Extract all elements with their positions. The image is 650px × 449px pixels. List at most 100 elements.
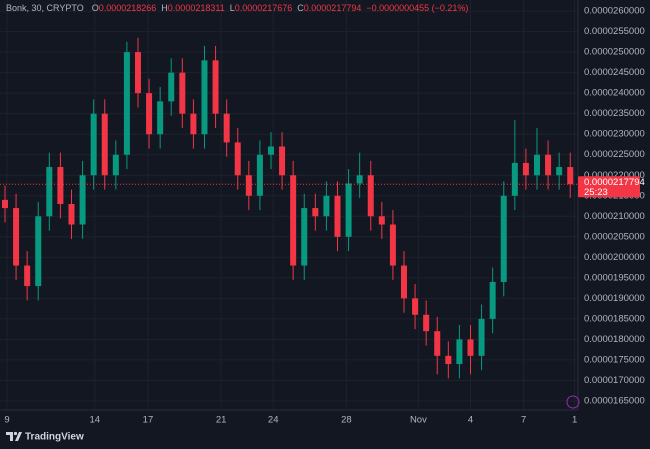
candle-body — [212, 60, 219, 114]
x-tick-label: 17 — [143, 415, 154, 426]
x-tick-label: 21 — [216, 415, 227, 426]
x-tick-label: 9 — [4, 415, 9, 426]
candle-body — [567, 167, 574, 185]
candle-body — [545, 154, 552, 176]
candle-body — [533, 154, 540, 176]
y-tick-label: 0.0000245000 — [584, 67, 645, 78]
last-price-label: 0.0000217794 — [584, 177, 645, 188]
event-icon[interactable] — [566, 395, 580, 409]
ohlc-value: 0.0000218311 — [168, 3, 225, 13]
y-tick-label: 0.0000255000 — [584, 26, 645, 37]
candle-body — [24, 265, 31, 287]
x-tick-label: 1 — [572, 415, 577, 426]
change: −0.0000000455 (−0.21%) — [366, 3, 468, 13]
candle-body — [412, 298, 419, 315]
x-tick-label: Nov — [410, 415, 427, 426]
y-tick-label: 0.0000165000 — [584, 395, 645, 406]
candle-body — [68, 203, 75, 225]
candle-body — [13, 208, 20, 266]
candle-body — [434, 331, 441, 356]
candle-body — [101, 113, 108, 176]
logo-dot — [13, 431, 18, 436]
candle-body — [234, 142, 241, 176]
candle-body — [367, 175, 374, 217]
ohlc-header: Bonk, 30, CRYPTO O0.0000218266 H0.00002183… — [6, 3, 468, 13]
candle-body — [312, 208, 319, 217]
candle-body — [168, 72, 175, 102]
y-tick-label: 0.0000230000 — [584, 129, 645, 140]
candle-body — [57, 167, 64, 204]
candle-body — [423, 314, 430, 332]
ohlc-value: 0.0000217794 — [304, 3, 362, 13]
y-tick-label: 0.0000205000 — [584, 231, 645, 242]
candle-body — [445, 355, 452, 365]
candle-body — [223, 113, 230, 143]
candle-body — [201, 60, 208, 135]
candle-body — [279, 146, 286, 176]
y-tick-label: 0.0000260000 — [584, 6, 645, 17]
candle-body — [400, 265, 407, 299]
candle-body — [511, 162, 518, 196]
x-tick-label: 7 — [521, 415, 526, 426]
candle-body — [323, 195, 330, 217]
candle-body — [456, 339, 463, 365]
candle-body — [556, 167, 563, 176]
candle-body — [478, 318, 485, 356]
candle-body — [245, 175, 252, 196]
y-tick-label: 0.0000235000 — [584, 108, 645, 119]
y-tick-label: 0.0000210000 — [584, 211, 645, 222]
x-tick-label: 24 — [268, 415, 279, 426]
candle-body — [267, 146, 274, 155]
last-price-tag — [578, 176, 640, 198]
y-tick-label: 0.0000170000 — [584, 375, 645, 386]
candle-body — [79, 175, 86, 225]
candle-body — [112, 154, 119, 176]
y-tick-label: 0.0000225000 — [584, 149, 645, 160]
y-tick-label: 0.0000185000 — [584, 313, 645, 324]
candle-body — [345, 183, 352, 237]
ohlc-key: O — [92, 3, 99, 13]
candle-body — [290, 175, 297, 266]
candle-body — [301, 208, 308, 266]
x-tick-label: 14 — [89, 415, 100, 426]
plot — [0, 37, 578, 379]
y-tick-label: 0.0000190000 — [584, 293, 645, 304]
candle-body — [123, 52, 130, 155]
y-tick-label: 0.0000200000 — [584, 252, 645, 263]
candle-body — [35, 216, 42, 287]
candle-body — [179, 72, 186, 114]
y-tick-label: 0.0000180000 — [584, 334, 645, 345]
y-tick-label: 0.0000250000 — [584, 47, 645, 58]
candle-body — [190, 113, 197, 135]
candle-body — [489, 281, 496, 319]
y-tick-label: 0.0000220000 — [584, 170, 645, 181]
logo-icon — [6, 432, 22, 441]
ohlc-key: C — [297, 3, 304, 13]
candle-body — [256, 154, 263, 196]
candle-body — [46, 167, 53, 217]
candle-body — [1, 199, 8, 209]
ohlc-value: 0.0000218266 — [99, 3, 157, 13]
ohlc-key: H — [161, 3, 168, 13]
candle-body — [522, 162, 529, 176]
candle-body — [90, 113, 97, 176]
ohlc-value: 0.0000217676 — [235, 3, 293, 13]
y-tick-label: 0.0000240000 — [584, 88, 645, 99]
ohlc-key: L — [230, 3, 235, 13]
candle-body — [134, 52, 141, 94]
x-tick-label: 4 — [468, 415, 473, 426]
candle-body — [157, 101, 164, 135]
y-tick-label: 0.0000175000 — [584, 354, 645, 365]
y-tick-label: 0.0000195000 — [584, 272, 645, 283]
brand-name: TradingView — [25, 432, 84, 443]
symbol: Bonk, 30, CRYPTO — [6, 3, 84, 13]
candle-body — [500, 195, 507, 282]
candle-body — [334, 195, 341, 237]
brand-logo — [6, 431, 22, 441]
candle-body — [389, 224, 396, 266]
candle-body — [356, 175, 363, 184]
countdown: 25:23 — [584, 187, 608, 198]
x-tick-label: 28 — [341, 415, 352, 426]
